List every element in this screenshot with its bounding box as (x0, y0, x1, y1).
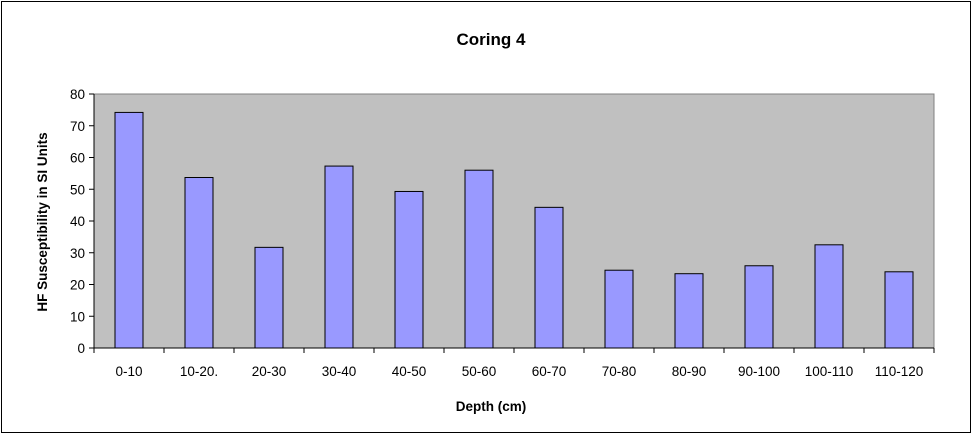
x-tick-label: 0-10 (115, 364, 142, 379)
y-axis-ticks: 0 10 20 30 40 50 60 70 80 (70, 87, 94, 356)
y-tick-label: 30 (70, 246, 85, 261)
bar-30-40 (324, 165, 354, 349)
x-axis-ticks: 0-10 10-20. 20-30 30-40 40-50 50-60 60-70 70-80… (93, 348, 935, 379)
bar-100-110 (814, 244, 844, 349)
x-tick-label: 60-70 (532, 364, 567, 379)
x-tick-label: 110-120 (875, 364, 924, 379)
y-axis-title: HF Susceptibility in SI Units (35, 132, 50, 311)
y-tick-label: 50 (70, 182, 85, 197)
x-tick-label: 70-80 (602, 364, 637, 379)
bar-20-30 (254, 246, 284, 349)
bar-0-10 (114, 111, 144, 349)
bar-50-60 (464, 169, 494, 349)
x-tick-label: 30-40 (322, 364, 357, 379)
bar-90-100 (744, 265, 774, 349)
bar-60-70 (534, 206, 564, 349)
y-tick-label: 20 (70, 278, 85, 293)
chart-title: Coring 4 (457, 30, 526, 49)
bar-10-20. (184, 177, 214, 349)
y-tick-label: 40 (70, 214, 85, 229)
bar-40-50 (394, 190, 424, 349)
x-tick-label: 80-90 (672, 364, 707, 379)
plot-area (93, 93, 935, 349)
bar-110-120 (884, 271, 914, 349)
x-tick-label: 50-60 (462, 364, 497, 379)
y-tick-label: 0 (77, 341, 85, 356)
x-tick-label: 90-100 (738, 364, 780, 379)
x-tick-label: 100-110 (805, 364, 854, 379)
bar-80-90 (674, 273, 704, 349)
x-tick-label: 10-20. (180, 364, 218, 379)
x-tick-label: 40-50 (392, 364, 427, 379)
y-tick-label: 70 (70, 119, 85, 134)
y-tick-label: 60 (70, 151, 85, 166)
bars (114, 111, 914, 349)
x-tick-label: 20-30 (252, 364, 287, 379)
y-tick-label: 10 (70, 309, 85, 324)
y-tick-label: 80 (70, 87, 85, 102)
x-axis-title: Depth (cm) (456, 399, 527, 414)
bar-70-80 (604, 269, 634, 349)
